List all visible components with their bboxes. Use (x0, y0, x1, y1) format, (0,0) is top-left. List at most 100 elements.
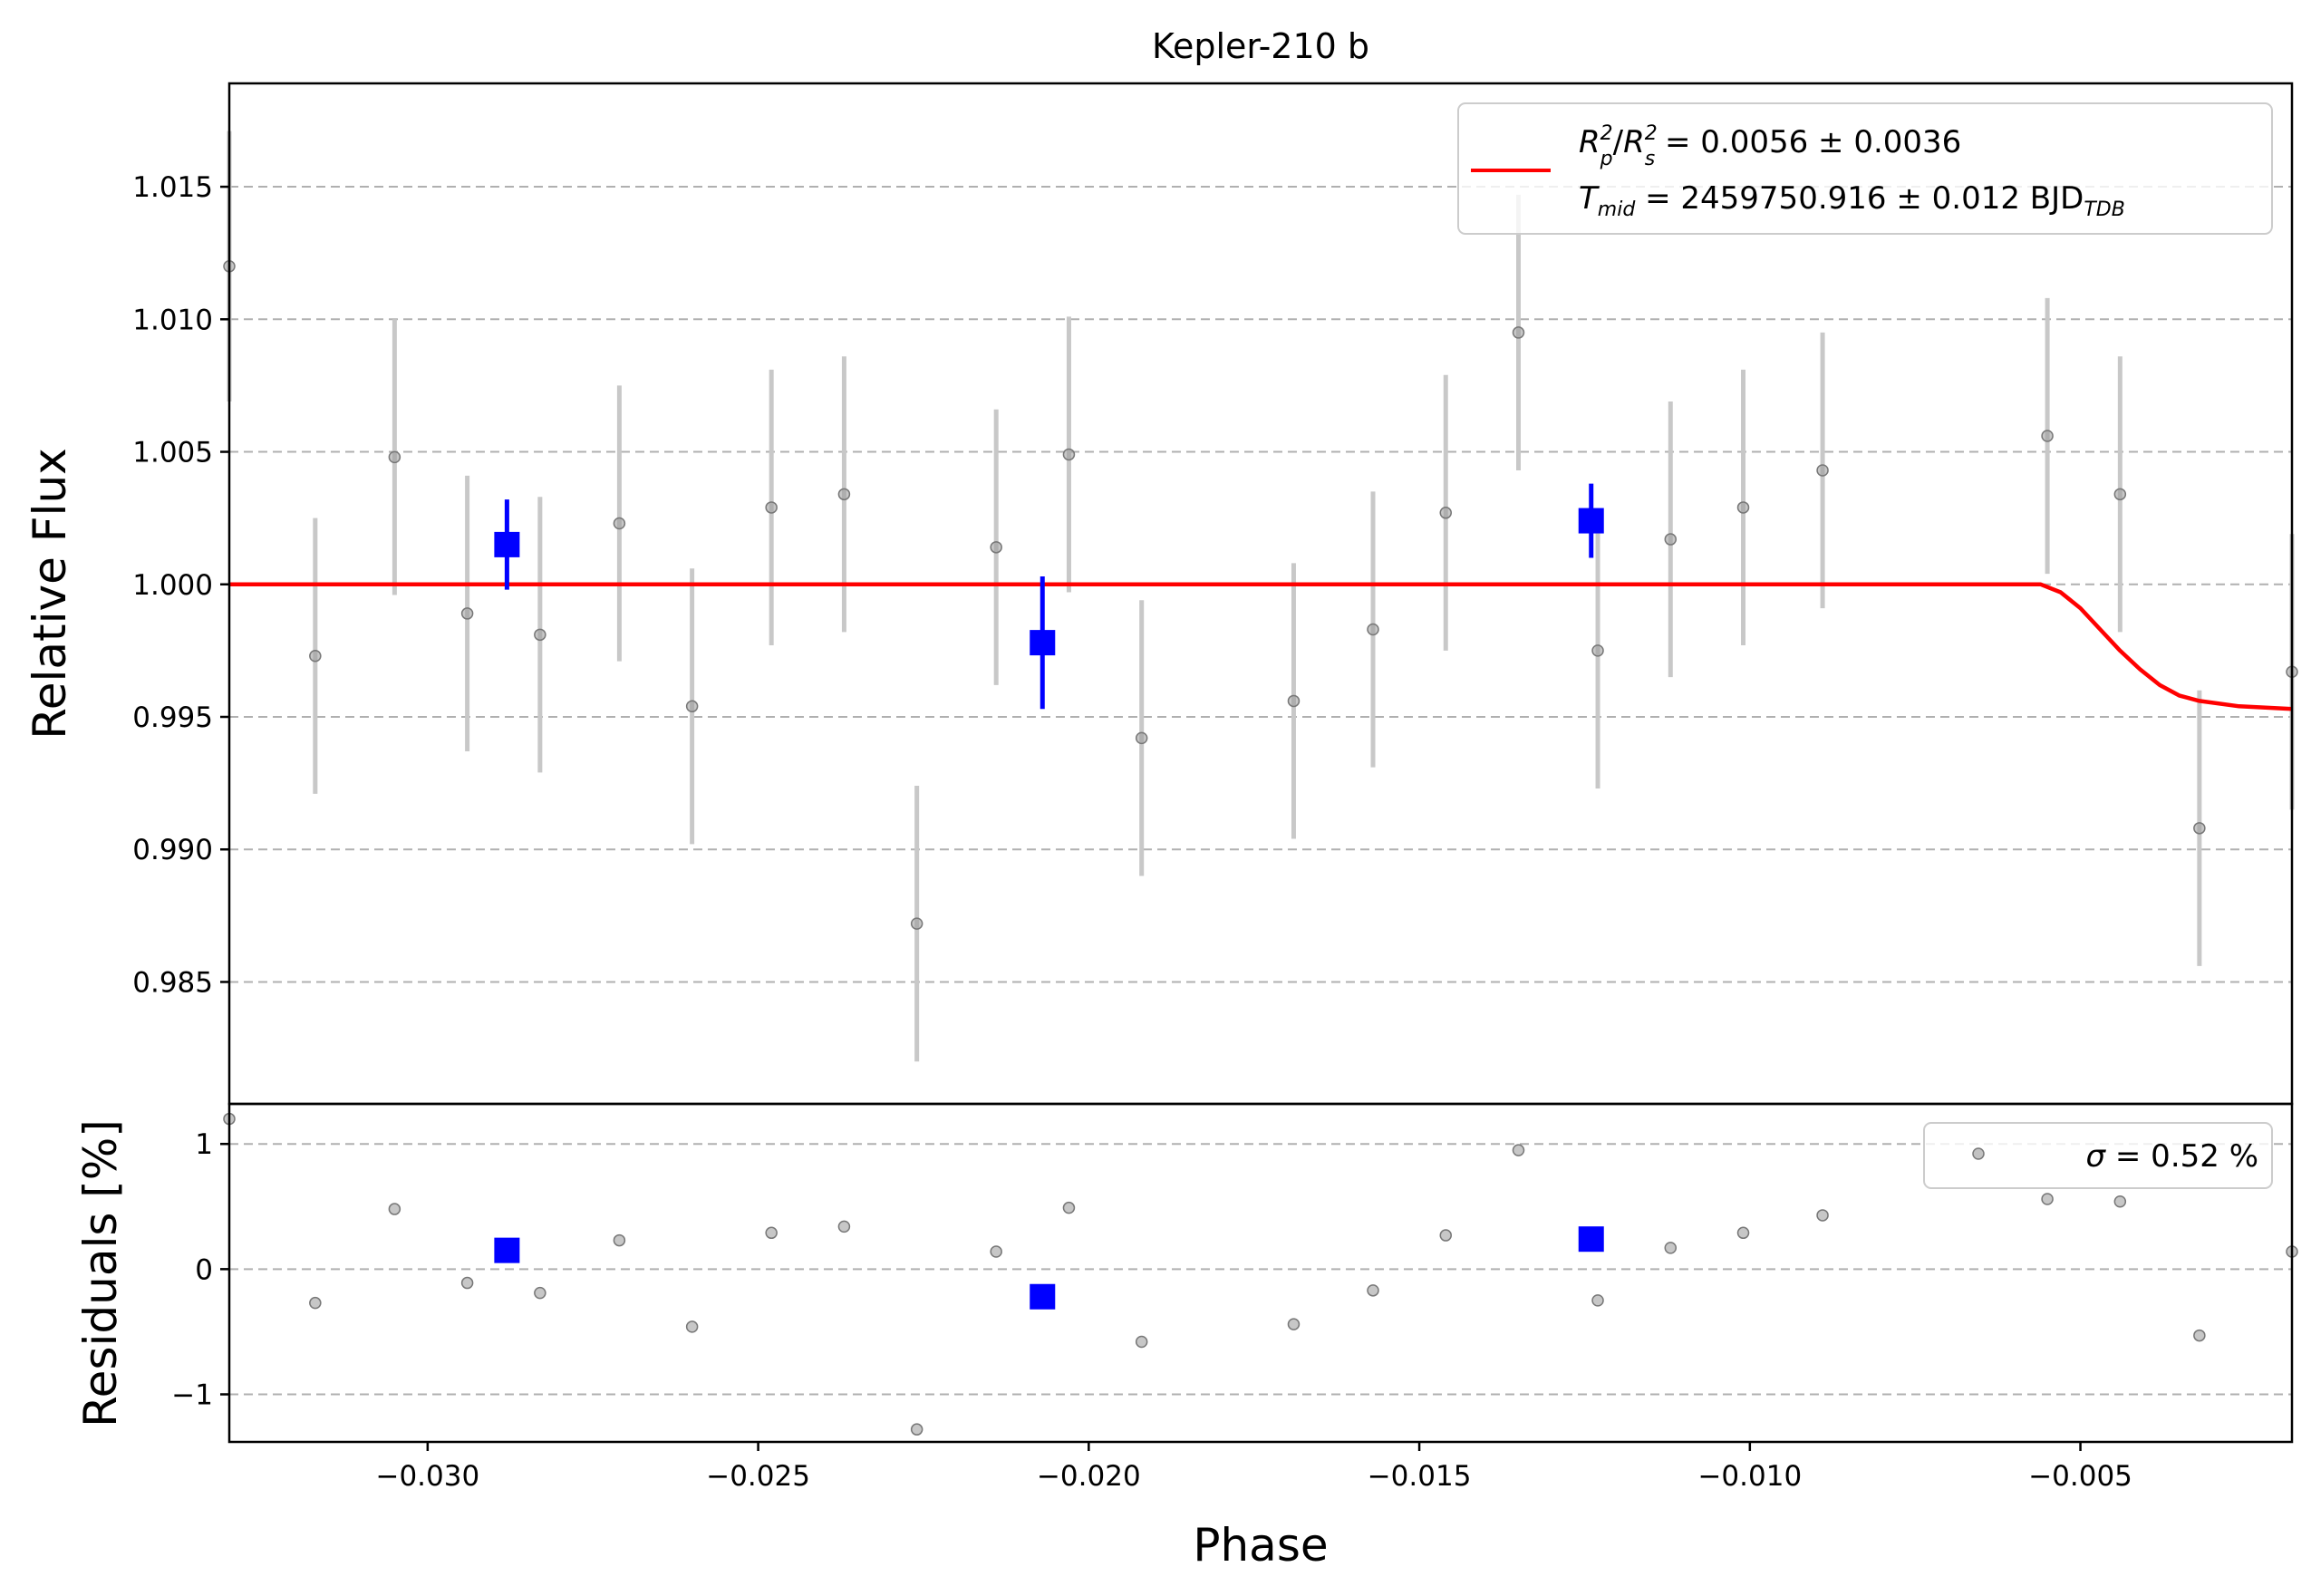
residual-point (910, 1423, 923, 1436)
residual-point (1135, 1335, 1148, 1349)
residual-binned-points (494, 1226, 1604, 1310)
legend-slash: / (1613, 124, 1624, 160)
data-point (837, 488, 851, 501)
data-point (1135, 731, 1148, 745)
data-point (990, 541, 1002, 554)
residual-point (460, 1276, 474, 1290)
bottom-legend: σ = 0.52 % (1923, 1122, 2273, 1189)
residual-point (1512, 1144, 1525, 1156)
residual-binned-point (1030, 1283, 1056, 1310)
data-point (460, 607, 474, 620)
legend-bjd-sub: TDB (2084, 198, 2124, 221)
data-point (1816, 464, 1829, 477)
residual-point (1736, 1226, 1750, 1240)
legend-rs: R (1623, 124, 1645, 160)
data-point (1062, 448, 1076, 461)
top-y-tick-label: 0.995 (132, 701, 213, 734)
chart-title: Kepler-210 b (1152, 26, 1369, 66)
legend-rp-sup: 2 (1600, 122, 1613, 145)
legend-rs-sub: s (1645, 148, 1655, 170)
bottom-y-ticks: −1 0 1 (171, 1128, 229, 1412)
data-point (910, 917, 923, 930)
residual-point (1287, 1318, 1301, 1330)
residual-point (309, 1296, 322, 1310)
data-point (1439, 507, 1453, 519)
data-point (1736, 501, 1750, 514)
x-tick-label: −0.015 (1368, 1460, 1472, 1493)
data-point (685, 700, 699, 713)
data-point (613, 517, 626, 530)
top-data-points (223, 260, 2298, 930)
top-y-tick-label: 0.985 (132, 966, 213, 999)
legend-t-sub: mid (1598, 198, 1637, 221)
legend-rs-sup: 2 (1645, 122, 1658, 145)
data-point (309, 649, 322, 663)
legend-depth-value: = 0.0056 ± 0.0036 (1655, 124, 1961, 160)
binned-point (1030, 630, 1056, 656)
x-tick-label: −0.010 (1697, 1460, 1802, 1493)
residual-point (685, 1320, 699, 1333)
data-point (1287, 694, 1301, 708)
residual-point (1664, 1242, 1678, 1254)
data-point (765, 501, 778, 514)
residual-point (388, 1203, 401, 1215)
residual-point (990, 1245, 1002, 1258)
data-point (2041, 430, 2054, 442)
binned-point (1578, 508, 1604, 534)
x-tick-label: −0.020 (1037, 1460, 1141, 1493)
legend-tmid-value: = 2459750.916 ± 0.012 BJD (1635, 180, 2084, 217)
top-binned-points (494, 483, 1604, 710)
residual-point (2041, 1193, 2054, 1205)
top-legend: R2 p/R2 s = 0.0056 ± 0.0036 Tmid = 2459750… (1457, 102, 2273, 235)
svg-text:R2p/R2s = 0.0056 ± 0.0036: R2 p/R2 s = 0.0056 ± 0.0036 (1579, 122, 1961, 170)
bottom-y-axis-title: Residuals [%] (74, 1119, 127, 1427)
legend-residual-marker (1972, 1147, 1985, 1160)
transit-model (229, 582, 2293, 711)
x-tick-label: −0.030 (375, 1460, 479, 1493)
svg-text:σ = 0.52 %: σ = 0.52 % (2086, 1138, 2258, 1175)
data-point (1591, 644, 1604, 657)
x-tick-label: −0.005 (2028, 1460, 2132, 1493)
residual-point (1367, 1284, 1379, 1297)
top-y-axis-title: Relative Flux (24, 448, 76, 739)
bottom-panel-frame (227, 1102, 2294, 1444)
residual-points (223, 1112, 2298, 1436)
bottom-y-tick-label: 1 (195, 1128, 213, 1161)
residual-point (1591, 1294, 1604, 1307)
data-point (1512, 326, 1525, 339)
x-ticks: −0.030 −0.025 −0.020 −0.015 −0.010 −0.005 (375, 1442, 2132, 1493)
binned-point (494, 531, 520, 557)
data-point (388, 450, 401, 464)
residual-point (1439, 1229, 1453, 1242)
bottom-y-tick-label: 0 (195, 1253, 213, 1286)
bottom-y-tick-label: −1 (171, 1379, 213, 1412)
residual-point (1816, 1209, 1829, 1222)
top-y-ticks: 0.985 0.990 0.995 1.000 1.005 1.010 1.015 (132, 171, 229, 999)
top-y-tick-label: 1.005 (132, 437, 213, 469)
legend-rp-sub: p (1600, 148, 1613, 170)
top-y-tick-label: 1.000 (132, 569, 213, 602)
x-axis-title: Phase (1193, 1519, 1328, 1572)
data-point (534, 628, 546, 642)
residual-point (613, 1233, 626, 1247)
data-point (2193, 822, 2206, 835)
legend-rp: R (1579, 124, 1600, 160)
data-point (2113, 488, 2127, 501)
legend-sigma: σ (2086, 1138, 2107, 1175)
residual-point (1062, 1201, 1076, 1214)
svg-text:Tmid = 2459750.916 ± 0.012 BJD: Tmid = 2459750.916 ± 0.012 BJDTDB (1579, 180, 2125, 221)
residual-point (2113, 1195, 2127, 1208)
x-tick-label: −0.025 (706, 1460, 810, 1493)
top-y-tick-label: 1.010 (132, 304, 213, 336)
residual-point (534, 1286, 546, 1300)
top-y-tick-label: 1.015 (132, 171, 213, 204)
data-point (1367, 623, 1379, 636)
residual-binned-point (494, 1237, 520, 1263)
transit-model-line (229, 582, 2293, 711)
residual-point (765, 1226, 778, 1240)
residual-binned-point (1578, 1226, 1604, 1253)
legend-sigma-value: = 0.52 % (2105, 1138, 2258, 1175)
residual-point (837, 1220, 851, 1233)
data-point (1664, 533, 1678, 546)
